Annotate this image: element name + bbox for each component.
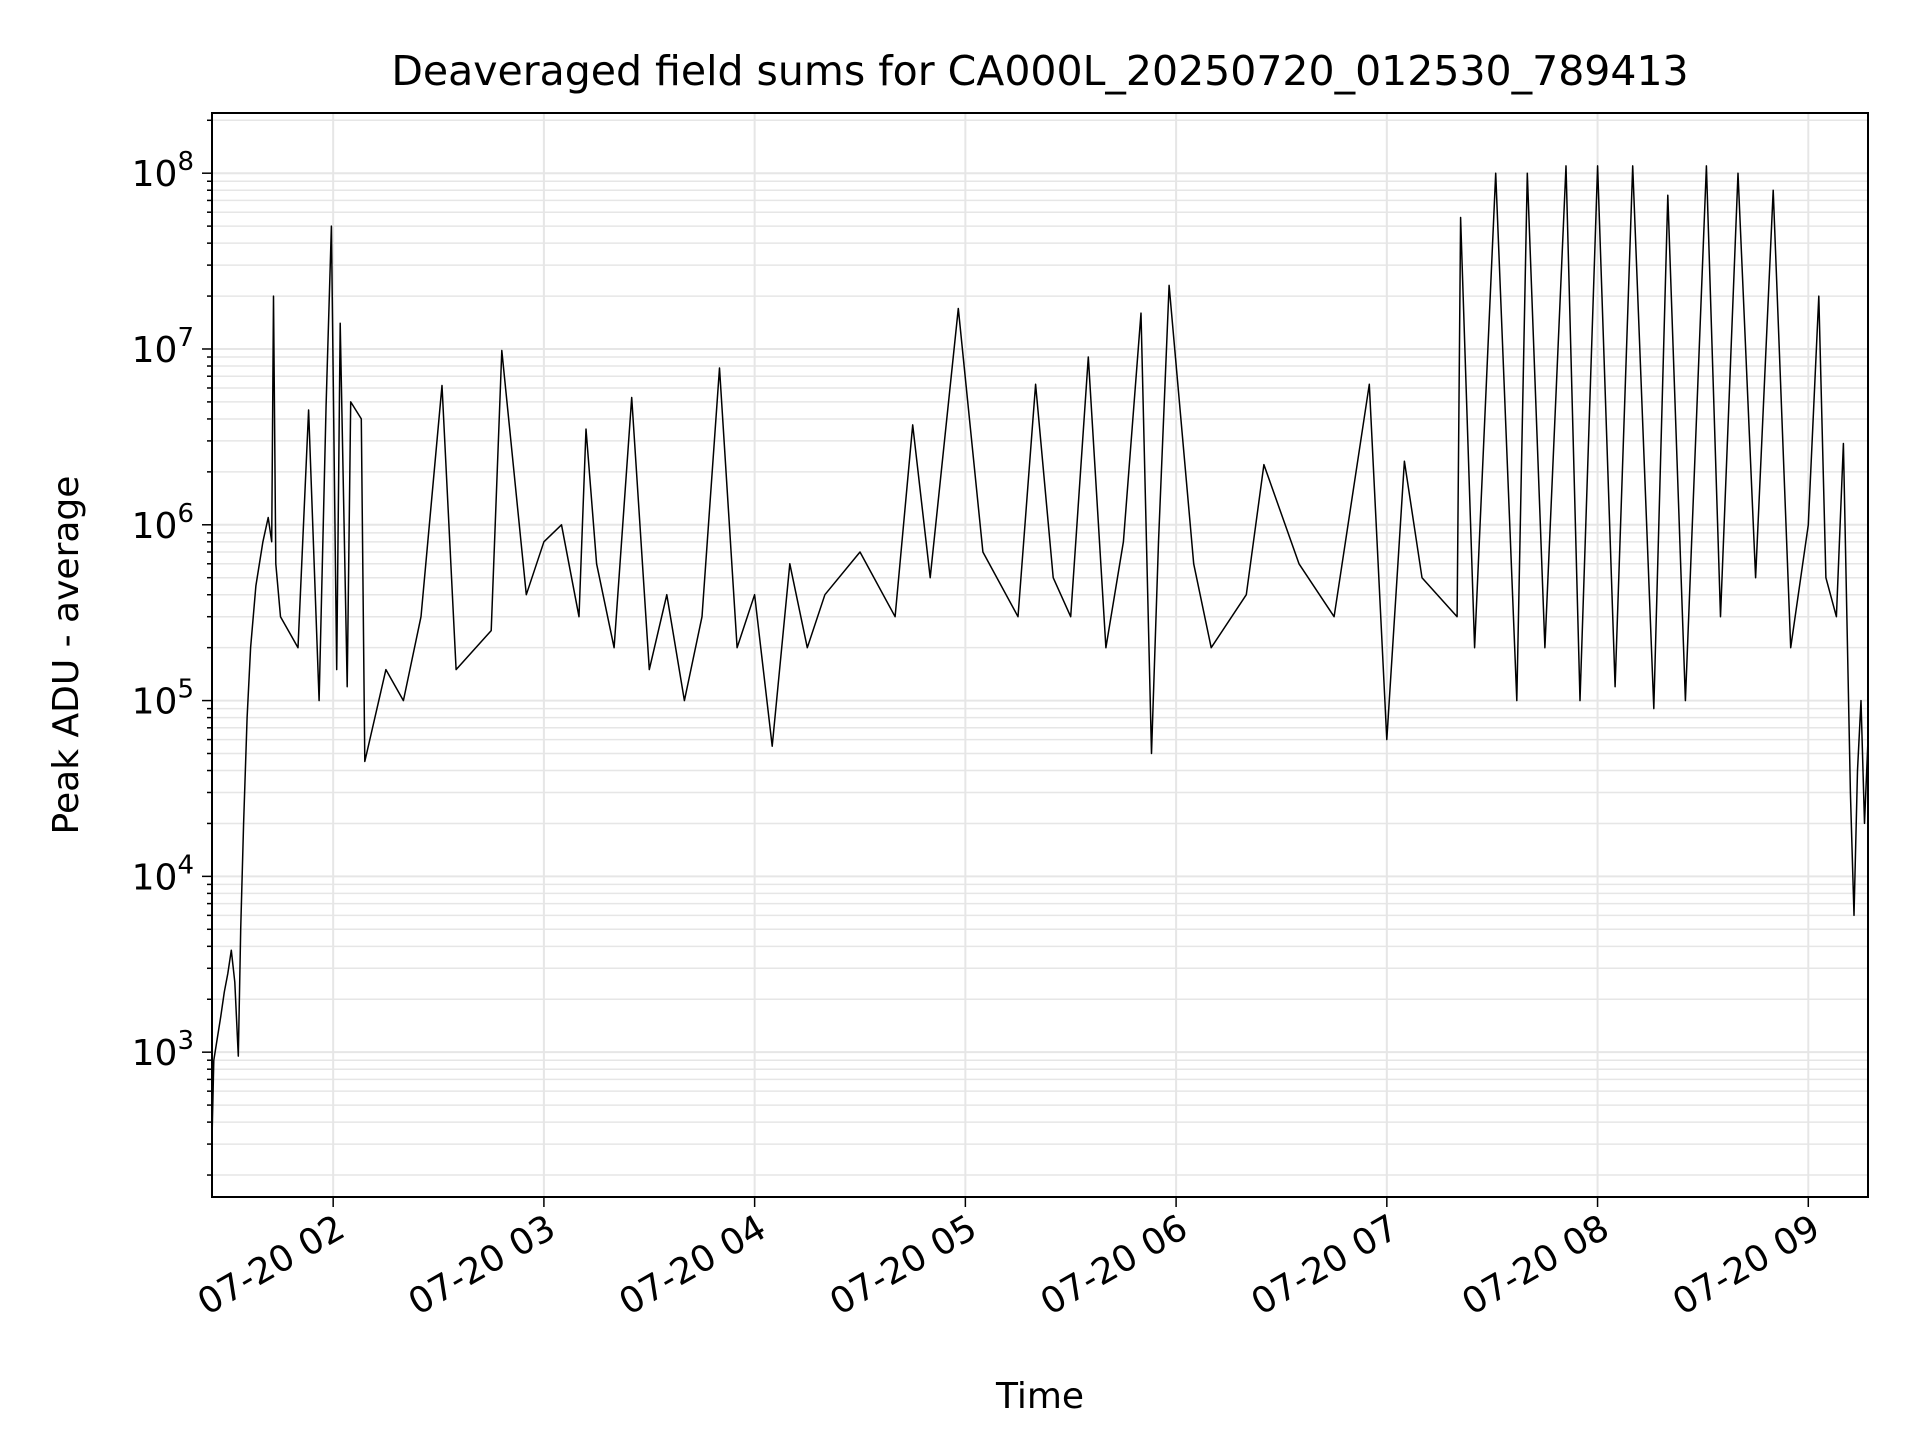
y-tick-label: 108 [132,147,194,195]
y-tick-label: 103 [132,1026,194,1074]
series-layer [211,165,1869,1140]
y-tick-base: 10 [132,682,178,723]
x-axis-label: Time [995,1376,1084,1417]
y-tick-base: 10 [132,857,178,898]
y-tick-exponent: 6 [177,499,194,529]
y-tick-exponent: 3 [177,1026,194,1056]
y-tick-label: 105 [132,675,194,723]
y-tick-exponent: 4 [177,850,194,880]
y-tick-label: 106 [132,499,194,547]
y-tick-label: 107 [132,323,194,371]
chart-title: Deaveraged field sums for CA000L_2025072… [391,47,1688,95]
y-tick-base: 10 [132,330,178,371]
y-tick-base: 10 [132,1033,178,1074]
y-axis-label: Peak ADU - average [46,476,87,835]
y-tick-exponent: 7 [177,323,194,353]
y-tick-exponent: 8 [177,147,194,177]
y-tick-label: 104 [132,850,194,898]
y-tick-exponent: 5 [177,675,194,705]
series-line [211,165,1869,1140]
y-tick-base: 10 [132,154,178,195]
plot-frame [211,112,1869,1198]
y-tick-base: 10 [132,506,178,547]
